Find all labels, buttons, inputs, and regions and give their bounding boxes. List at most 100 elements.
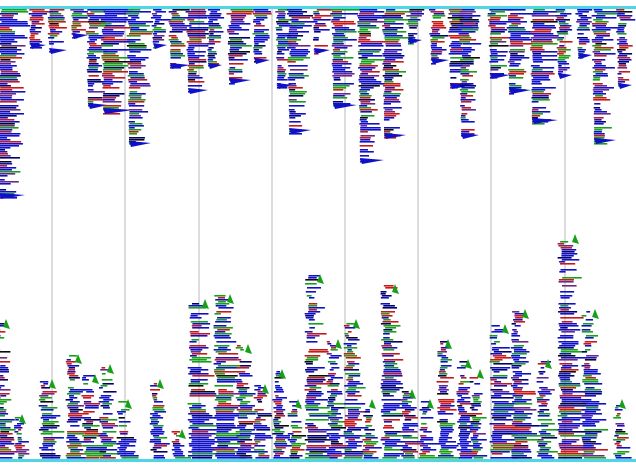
top-stripe [0,115,17,117]
top-stripe [0,107,17,109]
bottom-stripe [583,413,602,415]
bottom-peak [369,399,376,409]
bottom-stripe [118,421,131,423]
top-stripe [490,31,505,33]
bottom-stripe [236,451,258,453]
top-stripe [450,69,469,71]
bottom-stripe [510,427,531,429]
bottom-stripe [174,447,180,449]
top-stripe [332,69,346,71]
top-stripe [187,59,207,61]
top-stripe [129,51,141,53]
top-stripe [288,43,299,45]
top-stripe [0,29,13,31]
top-stripe [531,83,542,85]
bottom-stripe [440,431,453,433]
bottom-stripe [560,305,569,307]
top-stripe [616,15,633,17]
bottom-stripe [0,439,15,441]
top-stripe [30,27,42,29]
top-stripe [129,113,140,115]
top-stripe [104,61,133,63]
top-stripe [187,29,209,31]
bottom-stripe [515,441,528,443]
bottom-stripe [346,379,354,381]
bottom-stripe [238,411,258,413]
bottom-stripe [616,445,622,447]
bottom-stripe [439,409,457,411]
top-stripe [72,17,88,19]
bottom-stripe [439,423,456,425]
bottom-stripe [384,359,404,361]
top-stripe [449,29,463,31]
bottom-stripe [86,421,94,423]
top-stripe [360,111,372,113]
top-stripe [619,41,627,43]
top-stripe [430,45,437,47]
bottom-stripe [329,369,334,371]
bottom-stripe [515,409,537,411]
top-stripe [88,85,94,87]
bottom-stripe [67,393,81,395]
bottom-stripe [345,373,361,375]
top-stripe [0,135,20,137]
bottom-stripe [216,375,238,377]
top-stripe [358,37,367,39]
top-stripe [87,53,94,55]
bottom-stripe [240,401,251,403]
top-stripe [333,79,341,81]
top-stripe [170,49,181,51]
bottom-stripe [65,399,73,401]
top-stripe [88,27,98,29]
bottom-stripe [402,437,418,439]
top-stripe [129,33,152,35]
top-stripe [490,59,505,61]
top-stripe [0,39,15,41]
bottom-peak [295,399,302,409]
top-stripe [101,39,134,41]
bottom-stripe [117,447,127,449]
top-stripe [185,11,207,13]
top-stripe [103,93,125,95]
top-stripe [169,51,181,53]
top-stripe [384,51,398,53]
bottom-stripe [40,433,53,435]
bottom-stripe [348,387,366,389]
bottom-stripe [236,453,247,455]
top-stripe [332,33,344,35]
top-stripe [0,49,22,51]
top-stripe [151,25,157,27]
bottom-stripe [240,349,244,351]
column-grid [51,8,566,462]
bottom-stripe [585,407,599,409]
top-stripe [531,89,546,91]
bottom-stripe [308,441,325,443]
bottom-stripe [440,365,452,367]
top-stripe [430,11,444,13]
bottom-stripe [83,383,89,385]
top-stripe [431,43,437,45]
bottom-stripe [120,433,128,435]
bottom-stripe [538,413,551,415]
top-stripe [490,27,505,29]
top-stripe [382,69,399,71]
top-stripe [489,61,499,63]
top-stripe [532,55,558,57]
bottom-stripe [39,447,49,449]
top-stripe [360,93,369,95]
bottom-stripe [514,391,536,393]
top-stripe [594,109,602,111]
bottom-stripe [188,427,199,429]
top-stripe [187,35,206,37]
top-stripe [510,35,521,37]
bottom-stripe [460,429,467,431]
bottom-stripe [401,427,409,429]
top-stripe [431,49,447,51]
top-stripe [509,63,521,65]
top-spike [188,88,208,94]
top-stripe [153,31,166,33]
bottom-stripe [460,381,471,383]
top-stripe [532,113,543,115]
bottom-stripe [511,357,527,359]
